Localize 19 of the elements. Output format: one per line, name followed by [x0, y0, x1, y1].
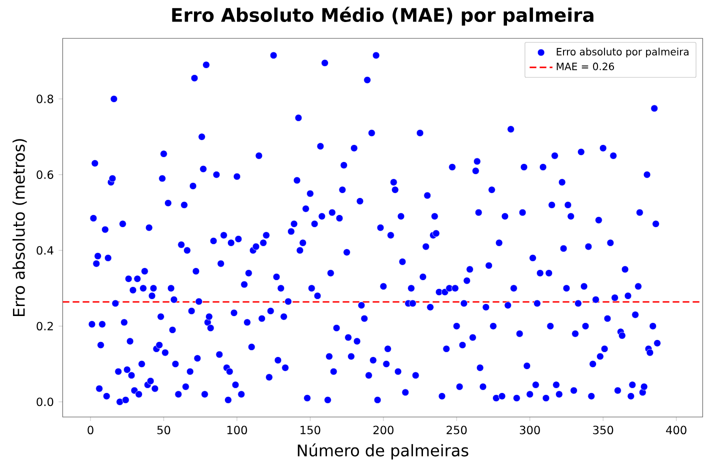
legend-label: MAE = 0.26: [556, 62, 614, 70]
x-tick-label: 350: [593, 426, 614, 434]
x-tick-label: 300: [520, 426, 540, 434]
y-axis-title: Erro absoluto (metros): [12, 139, 27, 316]
y-tick-label: 0.8: [36, 94, 54, 104]
x-tick-label: 400: [666, 426, 686, 434]
x-tick-label: 200: [373, 426, 394, 434]
y-tick-label: 0.6: [36, 170, 54, 179]
y-tick-label: 0.2: [36, 322, 53, 330]
x-tick-label: 250: [446, 426, 467, 434]
chart-title: Erro Absoluto Médio (MAE) por palmeira: [172, 6, 594, 26]
x-tick-label: 150: [300, 426, 320, 434]
y-tick-label: 0.0: [36, 398, 54, 406]
x-axis-title: Número de palmeiras: [298, 443, 468, 460]
x-tick-label: 0: [88, 426, 94, 434]
x-tick-label: 50: [157, 426, 170, 434]
y-tick-label: 0.4: [36, 246, 54, 255]
x-tick-label: 100: [227, 426, 248, 434]
legend-label: Erro absoluto por palmeira: [556, 48, 688, 58]
